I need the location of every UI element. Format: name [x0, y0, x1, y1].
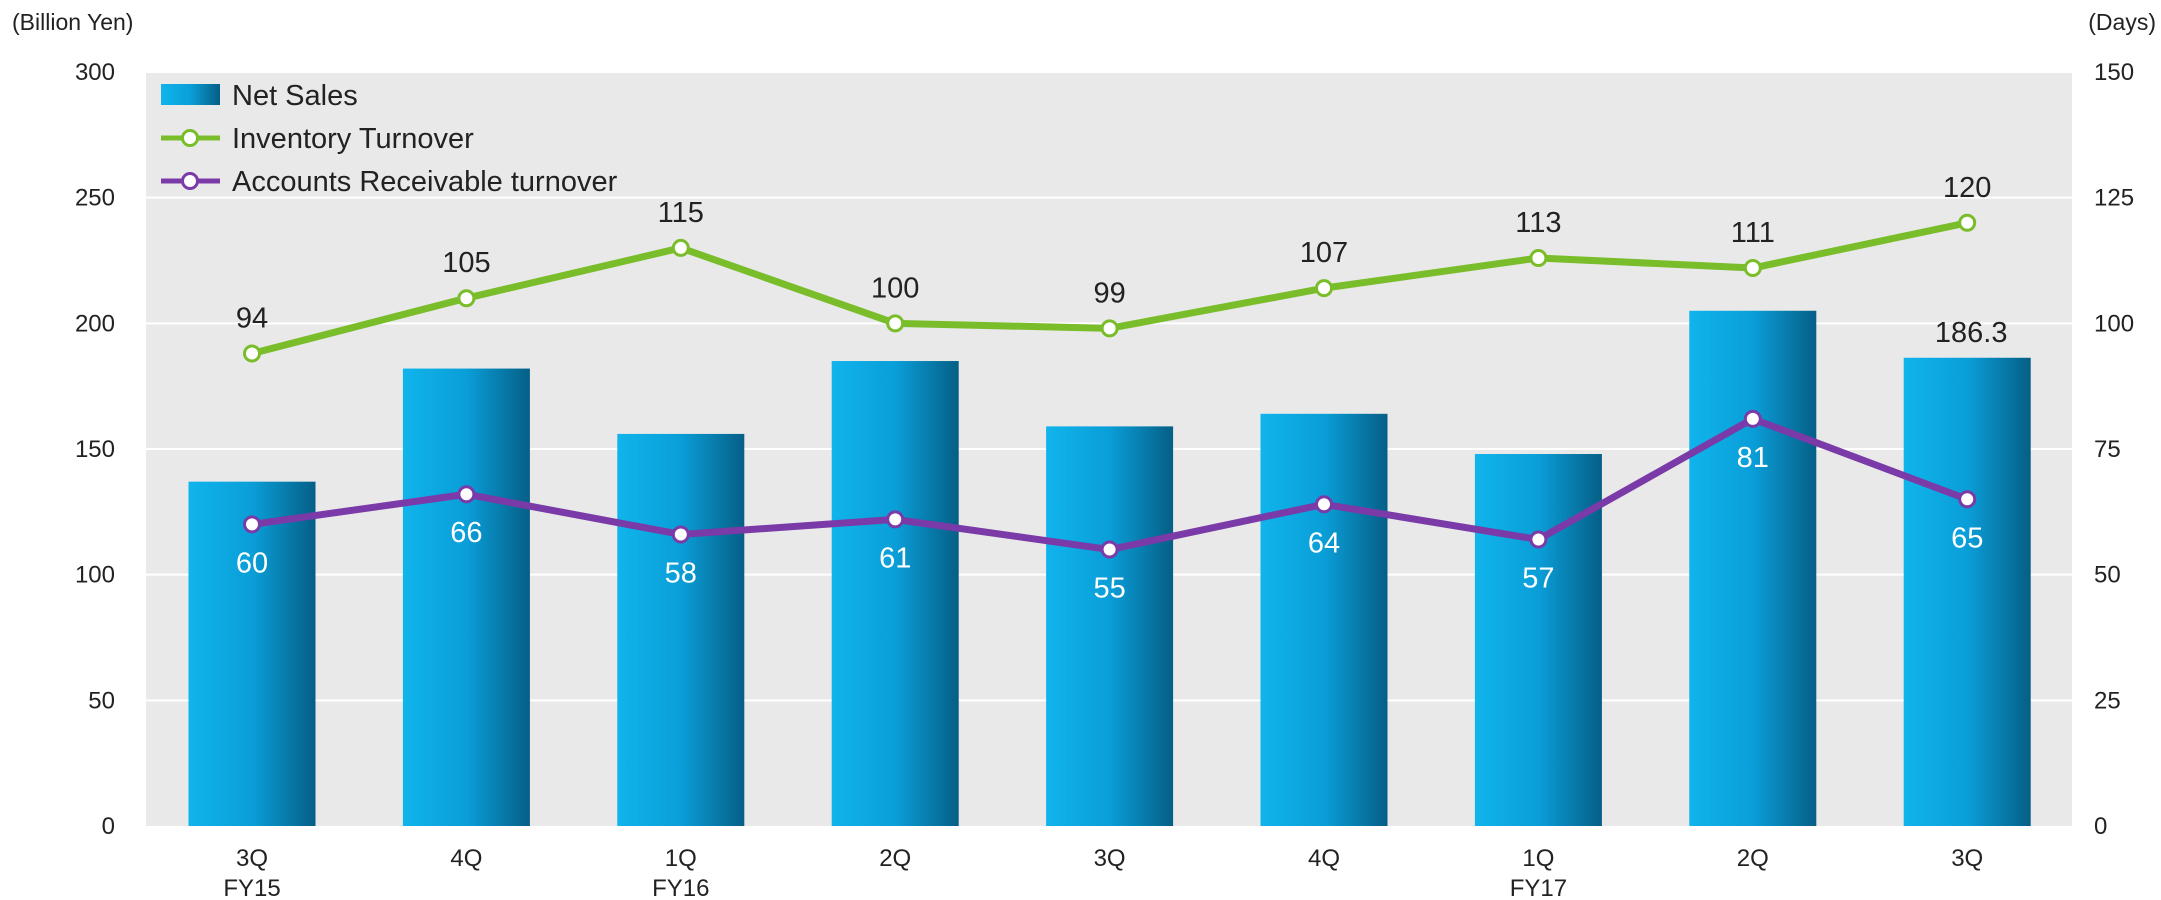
net-sales-bar [1689, 310, 1817, 826]
axis-labels: 0 50 100 150 200 250 300 0 25 50 75 100 125 150 3Q FY15… [75, 59, 2134, 900]
net-sales-bar [402, 368, 530, 826]
accounts-receivable-turnover-label: 58 [665, 557, 697, 589]
accounts-receivable-turnover-point [1743, 409, 1762, 428]
accounts-receivable-turnover-label: 64 [1308, 527, 1340, 559]
accounts-receivable-turnover-point [1100, 540, 1119, 559]
right-tick-label: 0 [2094, 813, 2107, 840]
inventory-turnover-point [1958, 213, 1977, 232]
accounts-receivable-turnover-label: 65 [1951, 522, 1983, 554]
legend-label: Net Sales [232, 80, 358, 112]
accounts-receivable-turnover-label: 60 [236, 547, 268, 579]
legend-swatch-inventory-turnover-marker [181, 129, 199, 147]
left-tick-label: 200 [75, 310, 115, 337]
inventory-turnover-point [1743, 259, 1762, 278]
inventory-turnover-point [457, 289, 476, 308]
inventory-turnover-label: 99 [1093, 277, 1125, 309]
x-tick-label: 2Q [879, 845, 911, 872]
x-tick-label: 3Q [236, 845, 268, 872]
accounts-receivable-turnover-point [1958, 490, 1977, 509]
net-sales-bar [1903, 357, 2031, 826]
left-tick-label: 250 [75, 185, 115, 212]
net-sales-value-label: 186.3 [1935, 317, 2008, 349]
x-tick-label: 1Q [1522, 845, 1554, 872]
x-tick-label: 3Q [1094, 845, 1126, 872]
left-tick-label: 150 [75, 436, 115, 463]
right-tick-label: 100 [2094, 310, 2134, 337]
net-sales-bars [188, 310, 2031, 826]
x-tick-label: 3Q [1951, 845, 1983, 872]
inventory-turnover-point [1529, 248, 1548, 267]
inventory-turnover-label: 113 [1515, 207, 1561, 239]
x-tick-label: 4Q [450, 845, 482, 872]
legend-swatch-accounts-receivable-turnover-marker [181, 172, 199, 190]
net-sales-bar [831, 361, 959, 826]
accounts-receivable-turnover-point [1315, 495, 1333, 514]
x-tick-label: 1Q [665, 845, 697, 872]
net-sales-bar [617, 433, 745, 826]
x-tick-label: 4Q [1308, 845, 1340, 872]
right-tick-label: 25 [2094, 687, 2121, 714]
inventory-turnover-label: 100 [871, 272, 919, 304]
accounts-receivable-turnover-point [1529, 530, 1548, 549]
net-sales-bar [188, 481, 316, 826]
legend: Net Sales Inventory Turnover Accounts Rece… [161, 80, 618, 198]
inventory-turnover-point [243, 344, 261, 363]
legend-label: Accounts Receivable turnover [232, 166, 618, 198]
left-tick-label: 50 [88, 687, 115, 714]
accounts-receivable-turnover-label: 61 [879, 542, 911, 574]
inventory-turnover-point [1100, 319, 1119, 338]
inventory-turnover-label: 94 [236, 302, 268, 334]
left-axis-unit: (Billion Yen) [12, 9, 133, 35]
inventory-turnover-point [1315, 279, 1333, 298]
legend-label: Inventory Turnover [232, 123, 474, 155]
inventory-turnover-label: 120 [1943, 172, 1991, 204]
fiscal-year-label: FY16 [652, 875, 709, 900]
accounts-receivable-turnover-point [886, 510, 905, 529]
fiscal-year-label: FY15 [223, 875, 280, 900]
right-tick-label: 75 [2094, 436, 2121, 463]
inventory-turnover-label: 107 [1300, 237, 1348, 269]
legend-swatch-net-sales [161, 84, 220, 105]
left-tick-label: 300 [75, 59, 115, 86]
accounts-receivable-turnover-label: 55 [1093, 573, 1125, 605]
turnover-lines [243, 213, 1977, 559]
inventory-turnover-label: 111 [1731, 217, 1775, 249]
accounts-receivable-turnover-label: 66 [450, 517, 482, 549]
left-tick-label: 100 [75, 562, 115, 589]
right-tick-label: 150 [2094, 59, 2134, 86]
net-sales-bar [1260, 413, 1388, 826]
inventory-turnover-label: 105 [442, 247, 490, 279]
inventory-turnover-label: 115 [658, 197, 704, 229]
data-labels: 186.3 94 105 115 100 99 107 113 111 120 60 66 58 61 55… [236, 172, 2008, 605]
x-tick-label: 2Q [1737, 845, 1769, 872]
accounts-receivable-turnover-label: 57 [1522, 562, 1554, 594]
accounts-receivable-turnover-point [243, 515, 261, 534]
inventory-turnover-point [671, 238, 690, 257]
left-tick-label: 0 [102, 813, 115, 840]
right-tick-label: 50 [2094, 562, 2121, 589]
right-tick-label: 125 [2094, 185, 2134, 212]
fiscal-year-label: FY17 [1510, 875, 1567, 900]
accounts-receivable-turnover-label: 81 [1737, 442, 1769, 474]
net-sales-bar [1474, 454, 1602, 826]
net-sales-bar [1046, 426, 1174, 826]
accounts-receivable-turnover-point [457, 485, 476, 504]
accounts-receivable-turnover-point [671, 525, 690, 544]
right-axis-unit: (Days) [2088, 9, 2156, 35]
inventory-turnover-point [886, 314, 905, 333]
